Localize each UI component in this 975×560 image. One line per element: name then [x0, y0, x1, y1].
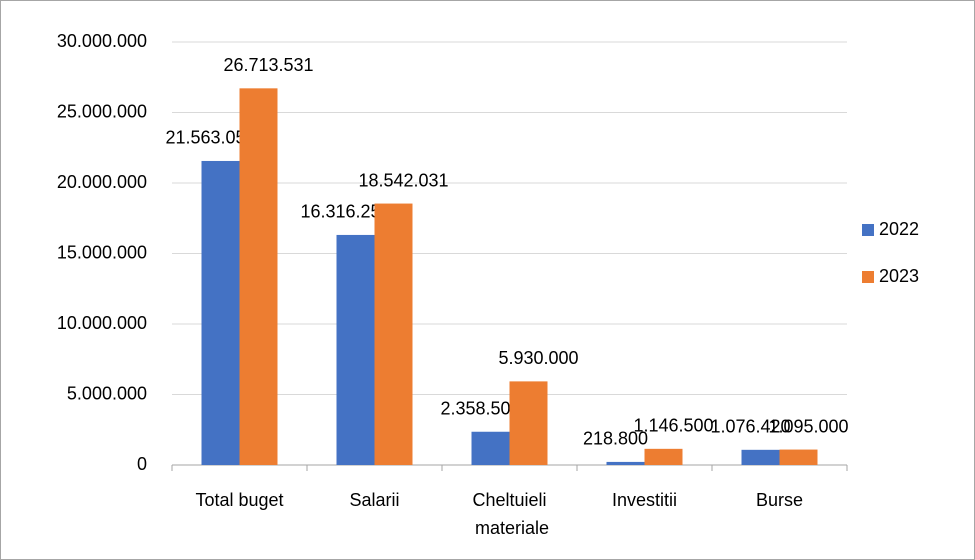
bar [374, 203, 413, 465]
x-tick-label: Cheltuieli materiale [470, 490, 549, 538]
y-tick-label: 5.000.000 [67, 383, 147, 403]
data-label: 21.563.052 [165, 128, 255, 148]
bar [779, 449, 818, 465]
y-tick-label: 15.000.000 [57, 242, 147, 262]
data-label: 5.930.000 [498, 348, 578, 368]
bar [471, 431, 510, 465]
bar [606, 461, 645, 465]
data-label: 1.146.500 [633, 416, 713, 436]
legend-label: 2023 [879, 266, 919, 286]
y-tick-label: 10.000.000 [57, 313, 147, 333]
y-tick-label: 30.000.000 [57, 31, 147, 51]
bar [509, 381, 548, 465]
data-label: 1.076.420 [710, 417, 790, 437]
bar [741, 449, 780, 465]
bar [644, 448, 683, 465]
bar [201, 160, 240, 465]
bar [239, 88, 278, 466]
data-label: 18.542.031 [358, 170, 448, 190]
legend-swatch [862, 224, 874, 236]
data-label: 16.316.252 [300, 202, 390, 222]
x-tick-label: Investitii [612, 490, 677, 510]
x-tick-label: Salarii [349, 490, 399, 510]
y-tick-label: 0 [137, 454, 147, 474]
y-tick-label: 25.000.000 [57, 101, 147, 121]
data-label: 2.358.500 [440, 398, 520, 418]
x-tick-label: Total buget [195, 490, 283, 510]
x-tick-label: Burse [756, 490, 803, 510]
bar [336, 234, 375, 465]
data-label: 26.713.531 [223, 55, 313, 75]
data-label: 1.095.000 [768, 416, 848, 436]
y-tick-label: 20.000.000 [57, 172, 147, 192]
legend-label: 2022 [879, 219, 919, 239]
data-label: 218.800 [583, 429, 648, 449]
legend-swatch [862, 271, 874, 283]
